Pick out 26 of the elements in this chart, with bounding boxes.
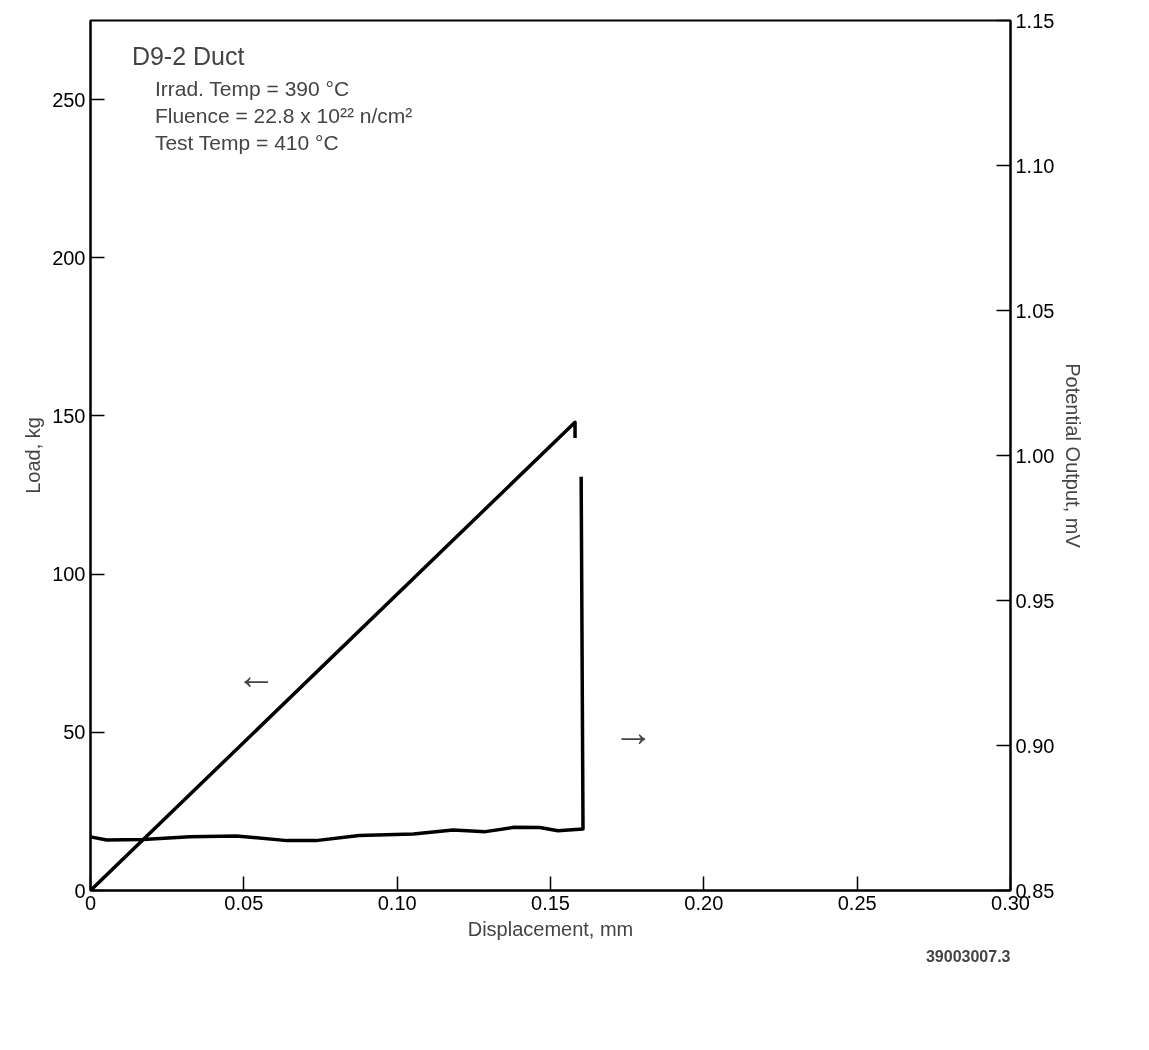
annotation: Fluence = 22.8 x 10²² n/cm² — [154, 104, 413, 128]
y-tick-label: 50 — [63, 721, 86, 744]
x-tick-label: 0.20 — [684, 891, 724, 914]
y2-axis-title: Potential Output, mV — [1062, 363, 1085, 549]
x-tick-label: 0.05 — [224, 891, 264, 914]
annotation: ← — [236, 653, 277, 698]
annotation: Test Temp = 410 °C — [154, 130, 339, 154]
y2-tick-label: 0.95 — [1015, 589, 1055, 612]
x-tick-label: 0.25 — [837, 891, 877, 914]
y2-tick-label: 1.05 — [1015, 299, 1055, 322]
y-tick-label: 100 — [52, 563, 86, 586]
text: 39003007.3 — [925, 947, 1011, 965]
text: D9-2 Duct — [131, 42, 245, 71]
annotation: → — [613, 710, 654, 755]
y-axis-title: Load, kg — [22, 417, 45, 494]
y2-tick-label: 0.90 — [1015, 734, 1055, 757]
x-tick-label: 0.10 — [377, 891, 417, 914]
y-tick-label: 250 — [52, 88, 86, 111]
y2-tick-label: 1.15 — [1015, 9, 1055, 32]
x-tick-label: 0.15 — [531, 891, 570, 914]
y-tick-label: 150 — [52, 404, 86, 427]
x-axis-title: Displacement, mm — [467, 917, 634, 940]
y-tick-label: 200 — [52, 246, 86, 269]
y2-tick-label: 1.00 — [1015, 444, 1055, 467]
annotation: Irrad. Temp = 390 °C — [154, 77, 350, 101]
y2-tick-label: 1.10 — [1015, 154, 1055, 177]
